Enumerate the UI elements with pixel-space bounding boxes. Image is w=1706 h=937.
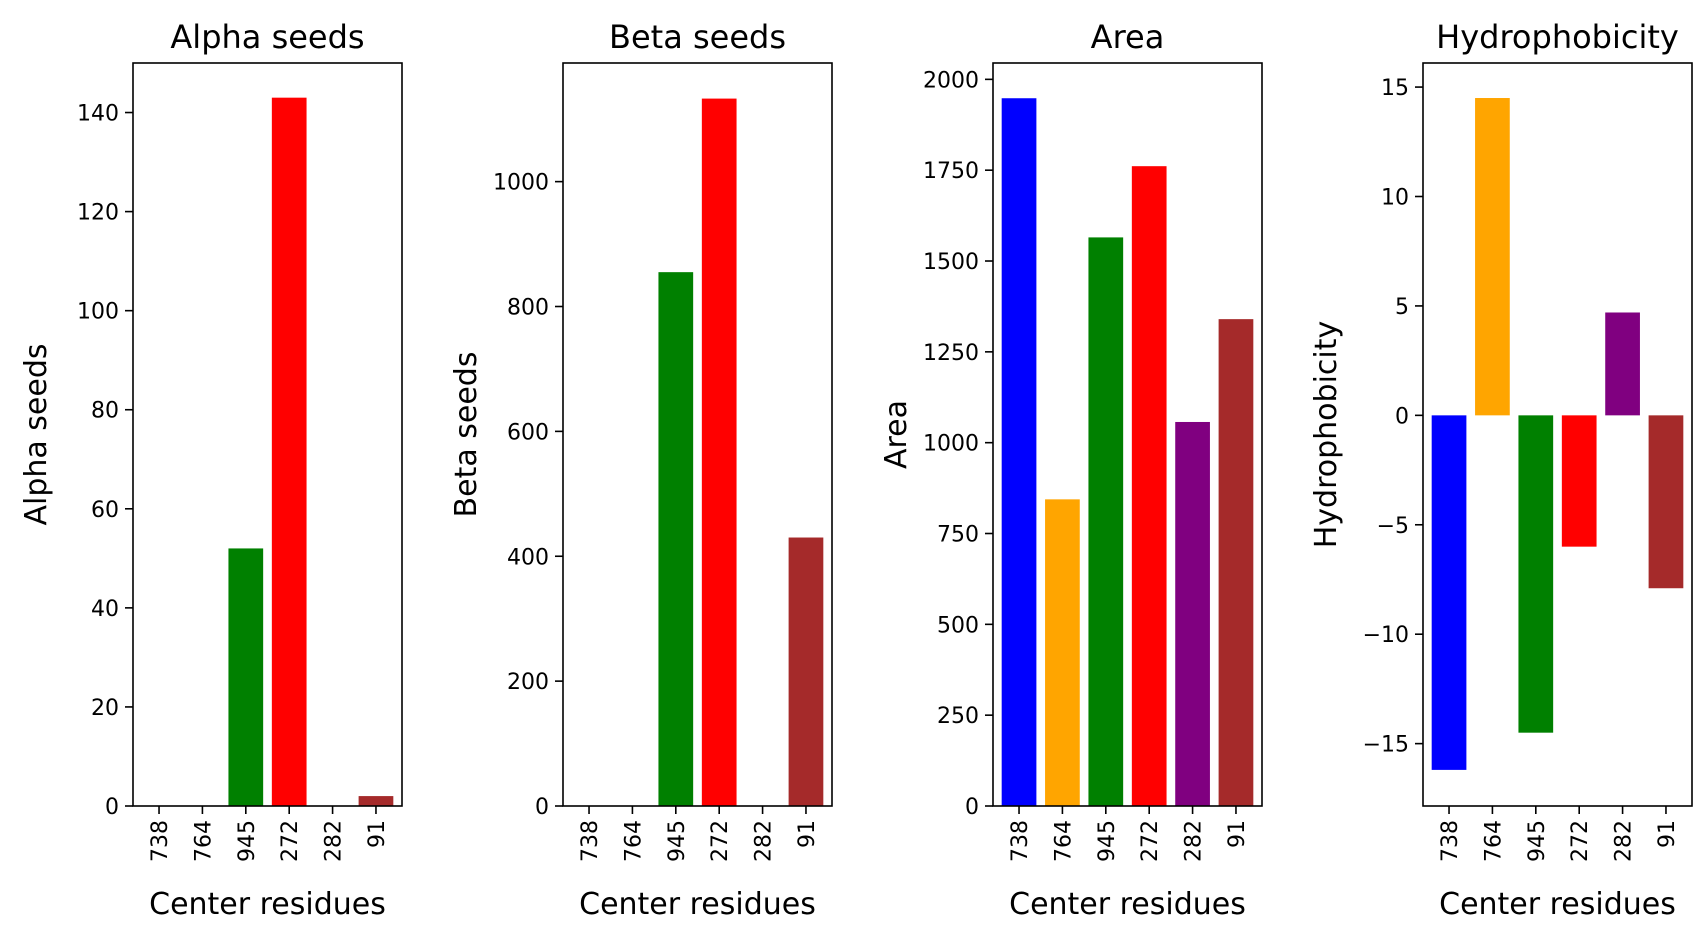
y-tick-label: 10 xyxy=(1381,185,1409,210)
y-tick-label: 20 xyxy=(91,696,119,721)
bar-91 xyxy=(1218,319,1254,806)
bar-945 xyxy=(1088,237,1124,806)
x-tick-label: 764 xyxy=(1481,820,1506,862)
x-tick-label: 91 xyxy=(1225,820,1250,848)
y-axis-label: Alpha seeds xyxy=(19,343,54,525)
y-tick-label: 0 xyxy=(105,795,119,820)
y-tick-label: 750 xyxy=(937,523,979,548)
x-tick-label: 738 xyxy=(1008,820,1033,862)
plot-frame xyxy=(992,62,1263,807)
y-tick-label: 5 xyxy=(1395,295,1409,320)
panel-beta-seeds: 0 200 400 600 800 1000 738 764 945 272 282 91 Beta s… xyxy=(449,18,833,922)
panel-hydrophobicity: −15 −10 −5 0 5 10 15 738 764 945 272 282 91 Hydrophob… xyxy=(1309,18,1693,922)
x-tick-label: 945 xyxy=(1525,820,1550,862)
y-tick-label: 40 xyxy=(91,597,119,622)
panel-title: Area xyxy=(1091,18,1165,56)
bar-272 xyxy=(701,98,737,807)
bar-91 xyxy=(788,537,824,806)
panel-title: Beta seeds xyxy=(609,18,786,56)
y-tick-label: 250 xyxy=(937,704,979,729)
y-tick-label: 400 xyxy=(507,545,549,570)
y-tick-label: 600 xyxy=(507,420,549,445)
x-tick-label: 282 xyxy=(1182,820,1207,862)
bar-272 xyxy=(1561,415,1597,547)
y-tick-label: 1750 xyxy=(923,159,979,184)
x-tick-label: 945 xyxy=(1095,820,1120,862)
x-axis-label: Center residues xyxy=(149,887,386,922)
y-axis-label: Area xyxy=(879,400,914,469)
x-axis-label: Center residues xyxy=(1009,887,1246,922)
y-axis-label: Hydrophobicity xyxy=(1309,321,1344,549)
bar-945 xyxy=(228,548,264,806)
plot-frame xyxy=(1422,62,1693,807)
bar-282 xyxy=(1175,421,1210,806)
bar-91 xyxy=(1648,415,1684,589)
y-tick-label: 0 xyxy=(535,795,549,820)
bar-738 xyxy=(1001,98,1037,807)
x-tick-label: 764 xyxy=(621,820,646,862)
y-tick-label: 15 xyxy=(1381,76,1409,101)
bar-272 xyxy=(271,97,307,807)
y-tick-label: 1250 xyxy=(923,341,979,366)
bar-282 xyxy=(1605,312,1640,416)
x-tick-label: 91 xyxy=(795,820,820,848)
x-tick-label: 272 xyxy=(278,820,303,862)
x-tick-label: 282 xyxy=(752,820,777,862)
bar-738 xyxy=(1431,415,1467,770)
bar-945 xyxy=(658,272,694,806)
x-tick-label: 945 xyxy=(235,820,260,862)
y-tick-label: 800 xyxy=(507,296,549,321)
bar-91 xyxy=(358,796,394,806)
x-axis-label: Center residues xyxy=(579,887,816,922)
x-tick-label: 764 xyxy=(1051,820,1076,862)
plot-frame xyxy=(132,62,403,807)
bar-272 xyxy=(1131,166,1167,806)
x-tick-label: 282 xyxy=(1612,820,1637,862)
plot-frame xyxy=(562,62,833,807)
y-tick-label: 140 xyxy=(77,102,119,127)
x-axis-label: Center residues xyxy=(1439,887,1676,922)
y-tick-label: −5 xyxy=(1377,514,1409,539)
x-tick-label: 272 xyxy=(708,820,733,862)
y-tick-label: 120 xyxy=(77,201,119,226)
y-tick-label: 200 xyxy=(507,670,549,695)
y-tick-label: 1000 xyxy=(923,432,979,457)
y-axis-label: Beta seeds xyxy=(449,352,484,518)
y-tick-label: 0 xyxy=(965,795,979,820)
x-tick-label: 91 xyxy=(1655,820,1680,848)
y-tick-label: 100 xyxy=(77,300,119,325)
x-tick-label: 91 xyxy=(365,820,390,848)
panel-area: 0 250 500 750 1000 1250 1500 1750 2000 738 764 945 2… xyxy=(879,18,1263,922)
panel-title: Alpha seeds xyxy=(170,18,364,56)
y-tick-label: 80 xyxy=(91,399,119,424)
bar-764 xyxy=(1045,499,1080,806)
y-tick-label: −15 xyxy=(1363,733,1409,758)
y-tick-label: 0 xyxy=(1395,404,1409,429)
bar-945 xyxy=(1518,415,1554,733)
y-tick-label: 2000 xyxy=(923,68,979,93)
y-tick-label: 500 xyxy=(937,613,979,638)
y-tick-label: −10 xyxy=(1363,623,1409,648)
x-tick-label: 272 xyxy=(1568,820,1593,862)
x-tick-label: 945 xyxy=(665,820,690,862)
panel-title: Hydrophobicity xyxy=(1436,18,1679,56)
x-tick-label: 272 xyxy=(1138,820,1163,862)
x-tick-label: 738 xyxy=(578,820,603,862)
x-tick-label: 282 xyxy=(322,820,347,862)
y-tick-label: 1500 xyxy=(923,250,979,275)
panel-alpha-seeds: 0 20 40 60 80 100 120 140 738 764 945 272 282 91 Alpha… xyxy=(19,18,403,922)
y-tick-label: 1000 xyxy=(493,171,549,196)
x-tick-label: 738 xyxy=(148,820,173,862)
bar-764 xyxy=(1475,98,1510,416)
y-tick-label: 60 xyxy=(91,498,119,523)
x-tick-label: 738 xyxy=(1438,820,1463,862)
x-tick-label: 764 xyxy=(191,820,216,862)
